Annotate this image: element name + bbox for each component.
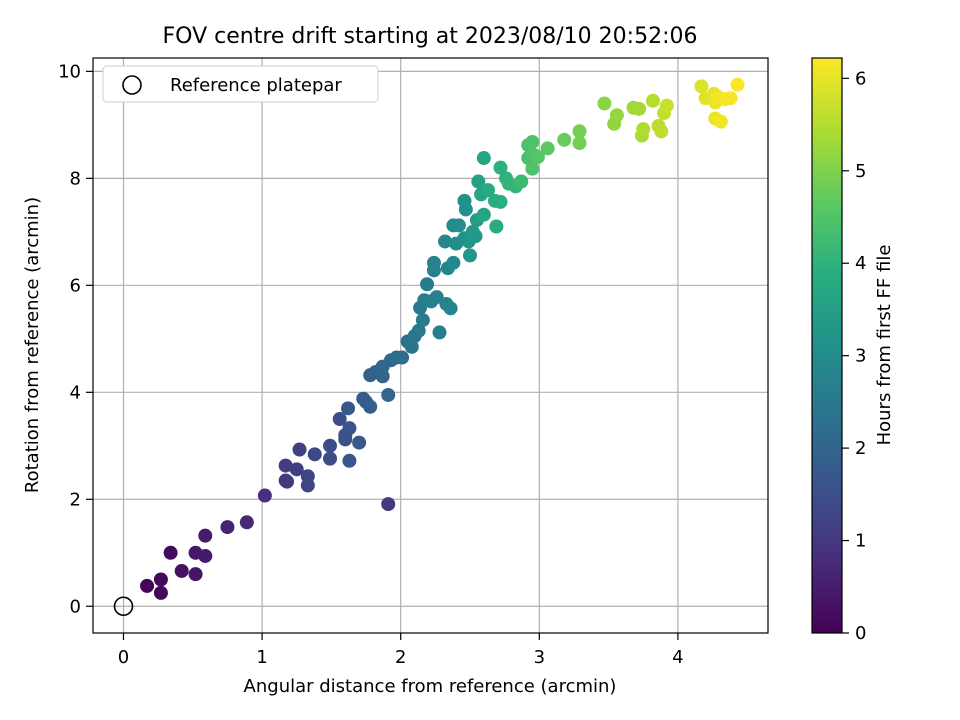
- data-point: [240, 515, 254, 529]
- data-point: [632, 102, 646, 116]
- data-point: [220, 520, 234, 534]
- data-point: [341, 401, 355, 415]
- y-tick-label: 6: [70, 275, 81, 296]
- data-point: [363, 400, 377, 414]
- legend-label: Reference platepar: [170, 75, 342, 96]
- data-point: [154, 586, 168, 600]
- figure: FOV centre drift starting at 2023/08/10 …: [0, 0, 960, 720]
- data-point: [323, 452, 337, 466]
- x-tick-label: 3: [534, 647, 545, 668]
- data-point: [175, 564, 189, 578]
- data-point: [381, 497, 395, 511]
- plot-area: 0 1 2 3 4 0 2 4 6 8 10: [58, 58, 768, 668]
- data-point: [189, 567, 203, 581]
- y-tick-label: 2: [70, 489, 81, 510]
- data-point: [714, 115, 728, 129]
- data-point: [280, 475, 294, 489]
- data-point: [572, 124, 586, 138]
- x-tick-label: 1: [256, 647, 267, 668]
- legend: Reference platepar: [103, 66, 378, 102]
- data-point: [154, 573, 168, 587]
- data-point: [489, 219, 503, 233]
- colorbar-ticks: 0 1 2 3 4 5 6: [842, 68, 866, 644]
- y-tick-label: 0: [70, 596, 81, 617]
- data-point: [597, 96, 611, 110]
- data-point: [557, 133, 571, 147]
- data-point: [459, 202, 473, 216]
- data-point: [493, 195, 507, 209]
- data-point: [646, 94, 660, 108]
- y-axis-label: Rotation from reference (arcmin): [22, 197, 43, 493]
- data-point: [301, 469, 315, 483]
- data-point: [140, 579, 154, 593]
- data-point: [427, 256, 441, 270]
- data-point: [654, 124, 668, 138]
- y-tick-label: 10: [58, 61, 81, 82]
- colorbar-tick-label: 0: [855, 623, 866, 644]
- data-point: [636, 122, 650, 136]
- data-points: [140, 78, 744, 600]
- data-point: [477, 151, 491, 165]
- colorbar-label: Hours from first FF file: [874, 245, 895, 446]
- data-point: [514, 175, 528, 189]
- data-point: [541, 141, 555, 155]
- data-point: [731, 78, 745, 92]
- colorbar: 0 1 2 3 4 5 6 Hours from first FF file: [812, 58, 895, 644]
- data-point: [164, 546, 178, 560]
- data-point: [258, 489, 272, 503]
- x-tick-label: 2: [395, 647, 406, 668]
- colorbar-tick-label: 6: [855, 68, 866, 89]
- data-point: [469, 229, 483, 243]
- data-point: [433, 325, 447, 339]
- data-point: [416, 313, 430, 327]
- data-point: [308, 447, 322, 461]
- x-axis-ticks: 0 1 2 3 4: [118, 633, 684, 668]
- colorbar-tick-label: 2: [855, 438, 866, 459]
- x-tick-label: 4: [672, 647, 683, 668]
- data-point: [198, 529, 212, 543]
- data-point: [381, 388, 395, 402]
- data-point: [660, 99, 674, 113]
- colorbar-tick-label: 5: [855, 161, 866, 182]
- data-point: [525, 135, 539, 149]
- colorbar-tick-label: 1: [855, 531, 866, 552]
- data-point: [342, 421, 356, 435]
- data-point: [352, 436, 366, 450]
- colorbar-tick-label: 4: [855, 253, 866, 274]
- data-point: [198, 549, 212, 563]
- data-point: [610, 108, 624, 122]
- data-point: [444, 301, 458, 315]
- data-point: [452, 218, 466, 232]
- colorbar-tick-label: 3: [855, 346, 866, 367]
- y-axis-ticks: 0 2 4 6 8 10: [58, 61, 93, 617]
- data-point: [463, 248, 477, 262]
- data-point: [395, 351, 409, 365]
- data-point: [293, 443, 307, 457]
- y-tick-label: 4: [70, 382, 81, 403]
- data-point: [420, 277, 434, 291]
- data-point: [477, 208, 491, 222]
- data-point: [342, 454, 356, 468]
- data-point: [323, 439, 337, 453]
- chart-title: FOV centre drift starting at 2023/08/10 …: [163, 24, 698, 49]
- data-point: [446, 256, 460, 270]
- y-tick-label: 8: [70, 168, 81, 189]
- data-point: [724, 91, 738, 105]
- x-axis-label: Angular distance from reference (arcmin): [244, 676, 617, 697]
- x-tick-label: 0: [118, 647, 129, 668]
- colorbar-gradient: [812, 58, 842, 633]
